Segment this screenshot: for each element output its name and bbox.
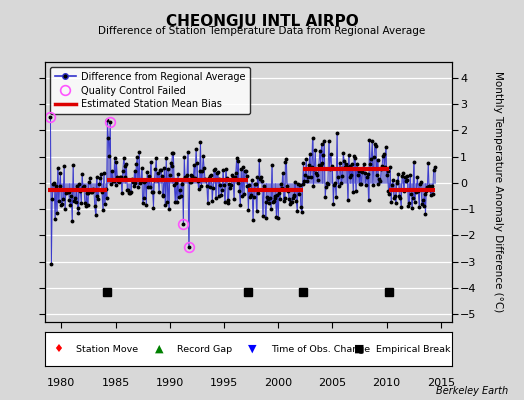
Text: Station Move: Station Move [75, 344, 138, 354]
Y-axis label: Monthly Temperature Anomaly Difference (°C): Monthly Temperature Anomaly Difference (… [493, 71, 503, 313]
Text: Time of Obs. Change: Time of Obs. Change [271, 344, 370, 354]
Text: 1985: 1985 [102, 378, 129, 388]
Text: 2015: 2015 [427, 378, 455, 388]
Text: ■: ■ [354, 344, 365, 354]
Text: Empirical Break: Empirical Break [376, 344, 451, 354]
Text: 1980: 1980 [47, 378, 75, 388]
Text: 1990: 1990 [156, 378, 184, 388]
Text: 1995: 1995 [210, 378, 238, 388]
Text: Record Gap: Record Gap [177, 344, 232, 354]
Text: Berkeley Earth: Berkeley Earth [436, 386, 508, 396]
Text: ♦: ♦ [53, 344, 63, 354]
Legend: Difference from Regional Average, Quality Control Failed, Estimated Station Mean: Difference from Regional Average, Qualit… [50, 67, 250, 114]
Text: 2005: 2005 [319, 378, 346, 388]
Text: ▼: ▼ [248, 344, 257, 354]
Text: Difference of Station Temperature Data from Regional Average: Difference of Station Temperature Data f… [99, 26, 425, 36]
Text: 2000: 2000 [264, 378, 292, 388]
Text: 2010: 2010 [373, 378, 401, 388]
Text: ▲: ▲ [155, 344, 163, 354]
Text: CHEONGJU INTL AIRPO: CHEONGJU INTL AIRPO [166, 14, 358, 29]
